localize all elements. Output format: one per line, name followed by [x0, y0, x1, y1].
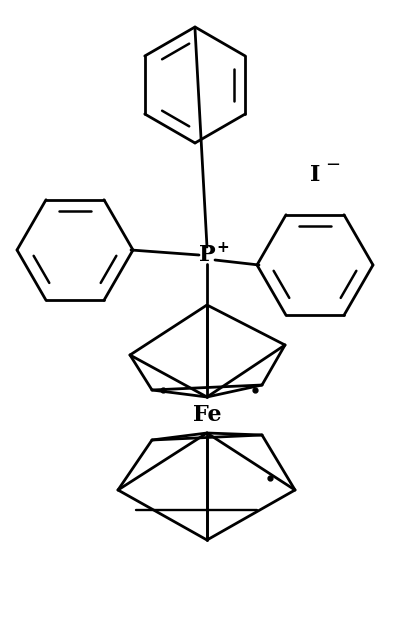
- Text: I: I: [309, 164, 319, 186]
- Text: P: P: [198, 244, 215, 266]
- Text: −: −: [325, 156, 340, 174]
- Text: +: +: [216, 239, 229, 255]
- Text: Fe: Fe: [192, 404, 221, 426]
